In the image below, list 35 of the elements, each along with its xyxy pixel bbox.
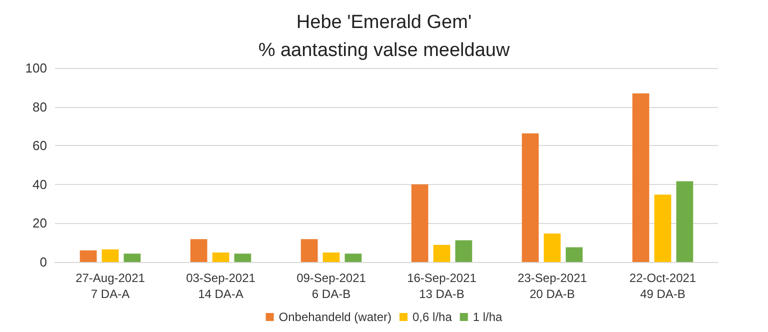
bar — [124, 254, 141, 262]
y-tick-label: 60 — [32, 138, 47, 154]
bar — [102, 249, 119, 262]
x-tick-label: 09-Sep-2021 6 DA-B — [296, 271, 366, 301]
bar — [322, 252, 340, 262]
bar — [300, 239, 318, 262]
bar — [80, 250, 97, 262]
bar — [522, 133, 539, 262]
chart-subtitle: % aantasting valse meeldauw — [258, 40, 510, 61]
y-tick-label: 40 — [32, 176, 47, 192]
bar — [344, 254, 362, 262]
bar — [190, 239, 208, 262]
bar — [212, 252, 230, 262]
bar — [433, 244, 450, 262]
bar — [411, 184, 428, 262]
bar — [654, 194, 672, 262]
y-tick-label: 100 — [25, 60, 47, 76]
x-tick-label: 27-Aug-2021 7 DA-A — [76, 271, 146, 301]
x-tick-label: 22-Oct-2021 49 DA-B — [629, 271, 696, 301]
bar — [455, 240, 472, 262]
legend-label: 0,6 l/ha — [412, 310, 452, 324]
x-tick-label: 23-Sep-2021 20 DA-B — [518, 271, 588, 301]
y-tick-label: 0 — [40, 254, 47, 270]
x-tick-label: 16-Sep-2021 13 DA-B — [407, 271, 477, 301]
y-tick-label: 20 — [32, 216, 47, 231]
legend-label: Onbehandeld (water) — [278, 310, 392, 324]
bar — [676, 181, 694, 262]
bar — [234, 254, 252, 262]
bar — [566, 247, 583, 262]
legend-label: 1 l/ha — [472, 310, 503, 324]
bar — [544, 233, 561, 262]
x-tick-label: 03-Sep-2021 14 DA-A — [186, 271, 256, 301]
bar — [632, 93, 650, 262]
y-tick-label: 80 — [32, 99, 47, 114]
chart-title: Hebe 'Emerald Gem' — [296, 12, 472, 33]
